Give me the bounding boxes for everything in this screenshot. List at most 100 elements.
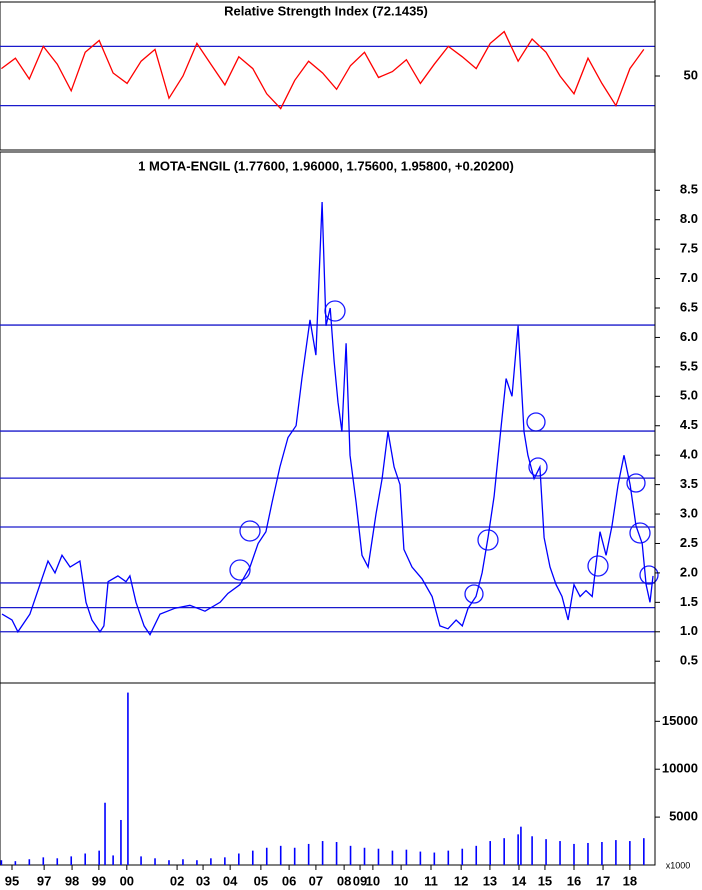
- x-tick-label: 08: [337, 873, 351, 888]
- volume-bar: [363, 847, 366, 865]
- volume-bar: [0, 860, 3, 865]
- volume-bar: [84, 853, 86, 865]
- volume-bar: [531, 836, 533, 865]
- volume-bar: [127, 692, 129, 865]
- x-tick-label: 99: [92, 873, 106, 888]
- volume-bar: [520, 826, 522, 865]
- volume-bar: [238, 853, 240, 865]
- y-tick-label: 8.5: [680, 182, 698, 197]
- volume-bar: [42, 857, 45, 865]
- y-tick-label: 5.5: [680, 358, 698, 373]
- price-title: 1 MOTA-ENGIL (1.77600, 1.96000, 1.75600,…: [138, 158, 514, 173]
- x-tick-label: 17: [596, 873, 610, 888]
- y-tick-label: 7.5: [680, 241, 698, 256]
- volume-bar: [559, 841, 561, 865]
- volume-unit-label: x1000: [666, 860, 691, 870]
- x-tick-label: 11: [424, 873, 438, 888]
- volume-bar: [573, 843, 575, 865]
- data-line: [1, 201, 654, 637]
- y-tick-label: 5.0: [680, 388, 698, 403]
- volume-bar: [224, 857, 226, 865]
- y-tick-label: 1.0: [680, 623, 698, 638]
- volume-bar: [643, 838, 645, 865]
- volume-bar: [14, 861, 17, 865]
- y-tick-label: 15000: [662, 713, 698, 728]
- rsi-title: Relative Strength Index (72.1435): [224, 3, 428, 18]
- y-tick-label: 4.5: [680, 417, 698, 432]
- volume-bar: [56, 858, 59, 865]
- volume-bar: [28, 859, 31, 865]
- x-tick-label: 95: [5, 873, 19, 888]
- volume-bar: [489, 841, 492, 865]
- volume-bar: [140, 856, 142, 865]
- x-tick-label: 10: [366, 873, 380, 888]
- x-tick-label: 97: [37, 873, 51, 888]
- volume-bar: [196, 860, 198, 865]
- smiley-icon: [239, 520, 261, 542]
- volume-bar: [279, 845, 282, 865]
- volume-bar: [503, 838, 505, 865]
- volume-bar: [475, 845, 478, 865]
- volume-bar: [210, 858, 212, 865]
- y-tick-label: 1.5: [680, 594, 698, 609]
- y-tick-label: 2.0: [680, 564, 698, 579]
- x-tick-label: 18: [623, 873, 637, 888]
- x-tick-label: 10: [394, 873, 408, 888]
- y-tick-label: 3.0: [680, 505, 698, 520]
- volume-bar: [545, 839, 547, 865]
- volume-bar: [377, 848, 380, 865]
- volume-bar: [265, 847, 268, 865]
- volume-bar: [307, 843, 310, 865]
- volume-bar: [120, 819, 122, 865]
- x-tick-label: 12: [454, 873, 468, 888]
- volume-bar: [461, 848, 464, 865]
- volume-bar: [335, 842, 338, 865]
- x-tick-label: 00: [120, 873, 134, 888]
- y-tick-label: 8.0: [680, 211, 698, 226]
- x-tick-label: 13: [483, 873, 497, 888]
- volume-bar: [349, 845, 352, 865]
- volume-bar: [112, 855, 114, 865]
- volume-bar: [251, 850, 254, 865]
- volume-bar: [321, 841, 324, 865]
- y-tick-label: 5000: [669, 809, 698, 824]
- x-tick-label: 14: [512, 873, 527, 888]
- volume-bar: [587, 842, 589, 865]
- y-tick-label: 2.5: [680, 535, 698, 550]
- smiley-icon: [464, 584, 484, 604]
- frown-icon: [629, 522, 651, 544]
- x-tick-label: 09: [353, 873, 367, 888]
- x-tick-label: 04: [223, 873, 238, 888]
- volume-bar: [104, 802, 106, 865]
- volume-bar: [433, 852, 436, 865]
- data-line: [1, 30, 645, 110]
- x-tick-label: 16: [567, 873, 581, 888]
- smiley-icon: [587, 555, 609, 577]
- volume-bar: [517, 834, 519, 865]
- x-tick-label: 02: [170, 873, 184, 888]
- volume-bar: [182, 859, 184, 865]
- y-tick-label: 6.0: [680, 329, 698, 344]
- y-tick-label: 7.0: [680, 270, 698, 285]
- volume-bar: [168, 860, 170, 865]
- volume-bar: [405, 849, 408, 865]
- x-tick-label: 07: [309, 873, 323, 888]
- frown-icon: [526, 412, 546, 432]
- y-tick-label: 6.5: [680, 299, 698, 314]
- volume-bar: [98, 850, 100, 865]
- volume-bar: [70, 856, 73, 865]
- y-tick-label: 50: [684, 67, 698, 82]
- volume-bar: [154, 858, 156, 865]
- x-tick-label: 06: [282, 873, 296, 888]
- smiley-icon: [229, 559, 251, 581]
- x-tick-label: 98: [65, 873, 79, 888]
- y-tick-label: 3.5: [680, 476, 698, 491]
- x-tick-label: 05: [254, 873, 268, 888]
- frown-icon: [528, 457, 548, 477]
- y-tick-label: 4.0: [680, 447, 698, 462]
- x-tick-label: 03: [196, 873, 210, 888]
- volume-bar: [391, 850, 394, 865]
- y-tick-label: 10000: [662, 761, 698, 776]
- volume-bar: [447, 850, 450, 865]
